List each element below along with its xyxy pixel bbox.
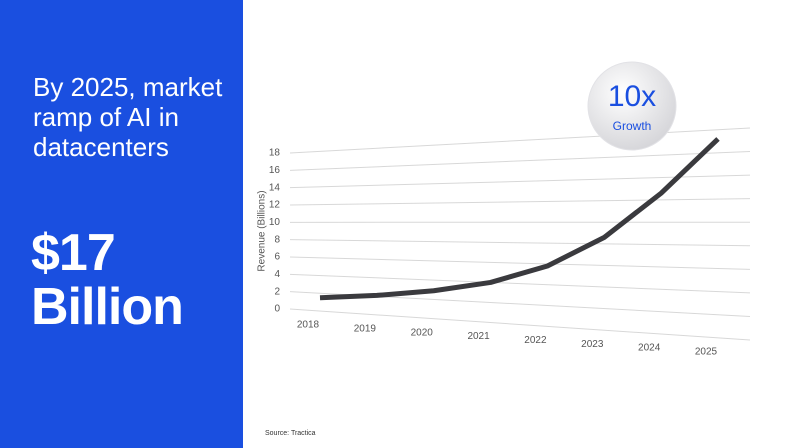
grid-line <box>289 308 751 341</box>
grid-line <box>289 174 751 189</box>
y-tick-label: 16 <box>269 165 281 176</box>
badge-value: 10x <box>608 80 656 113</box>
y-tick-label: 18 <box>269 148 281 159</box>
grid-line <box>289 198 751 206</box>
y-tick-label: 10 <box>269 217 281 228</box>
blue-panel: By 2025, market ramp of AI in datacenter… <box>0 0 243 448</box>
grid-line <box>289 256 751 270</box>
x-tick-label: 2022 <box>524 335 547 346</box>
badge-label: Growth <box>613 119 652 133</box>
y-tick-label: 6 <box>274 252 280 263</box>
source: Source: Tractica <box>265 430 316 437</box>
y-axis-label: Revenue (Billions) <box>257 190 268 271</box>
grid-line <box>289 239 751 247</box>
revenue-line <box>319 137 720 301</box>
badge-circle <box>587 61 677 151</box>
y-tick-label: 0 <box>274 304 280 315</box>
y-tick-label: 14 <box>269 182 281 193</box>
x-tick-label: 2024 <box>638 343 661 354</box>
grid-line <box>289 127 751 154</box>
x-tick-label: 2019 <box>354 323 377 334</box>
x-tick-label: 2021 <box>467 331 490 342</box>
x-tick-label: 2023 <box>581 339 604 350</box>
headline: By 2025, market ramp of AI in datacenter… <box>33 72 223 162</box>
grid-line <box>289 151 751 171</box>
x-tick-label: 2018 <box>297 320 320 331</box>
y-tick-label: 2 <box>274 286 280 297</box>
y-tick-label: 4 <box>274 269 280 280</box>
highlight: $17 Billion <box>31 224 184 336</box>
grid-line <box>289 273 751 294</box>
x-tick-label: 2020 <box>411 327 434 338</box>
y-tick-label: 8 <box>274 234 280 245</box>
x-tick-label: 2025 <box>695 346 718 357</box>
y-tick-label: 12 <box>269 200 281 211</box>
